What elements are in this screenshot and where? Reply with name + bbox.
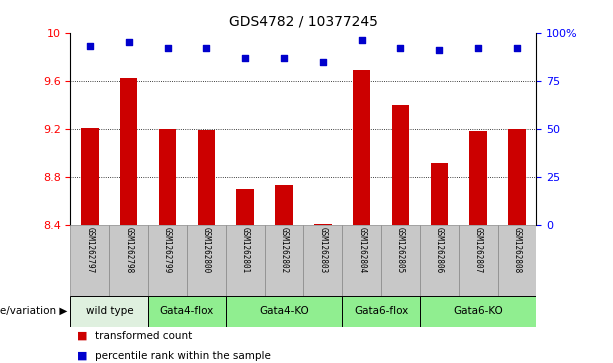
Bar — [314, 224, 332, 225]
Bar — [226, 296, 342, 327]
Point — [473, 45, 483, 51]
Text: Gata4-KO: Gata4-KO — [259, 306, 309, 316]
Bar — [508, 129, 526, 225]
Bar — [70, 225, 109, 296]
Point — [357, 37, 367, 43]
Text: Gata6-flox: Gata6-flox — [354, 306, 408, 316]
Point — [318, 58, 328, 64]
Point — [240, 55, 250, 61]
Text: GSM1262802: GSM1262802 — [280, 227, 289, 273]
Bar — [159, 129, 177, 225]
Text: GSM1262807: GSM1262807 — [474, 227, 482, 273]
Text: GSM1262799: GSM1262799 — [163, 227, 172, 273]
Point — [279, 55, 289, 61]
Text: ■: ■ — [77, 331, 87, 341]
Bar — [342, 225, 381, 296]
Bar — [148, 225, 187, 296]
Bar — [109, 225, 148, 296]
Bar — [498, 225, 536, 296]
Bar — [470, 131, 487, 225]
Point — [162, 45, 172, 51]
Bar — [275, 185, 293, 225]
Text: GSM1262804: GSM1262804 — [357, 227, 366, 273]
Bar — [226, 225, 265, 296]
Point — [124, 39, 134, 45]
Bar — [420, 296, 536, 327]
Text: GSM1262797: GSM1262797 — [85, 227, 94, 273]
Text: GSM1262801: GSM1262801 — [241, 227, 249, 273]
Text: wild type: wild type — [85, 306, 133, 316]
Text: ■: ■ — [77, 351, 87, 361]
Point — [435, 47, 444, 53]
Bar — [148, 296, 226, 327]
Bar — [353, 70, 370, 225]
Text: GSM1262800: GSM1262800 — [202, 227, 211, 273]
Text: Gata6-KO: Gata6-KO — [453, 306, 503, 316]
Bar — [342, 296, 420, 327]
Bar — [303, 225, 342, 296]
Bar — [81, 128, 99, 225]
Bar — [265, 225, 303, 296]
Point — [85, 43, 95, 49]
Text: GSM1262803: GSM1262803 — [318, 227, 327, 273]
Title: GDS4782 / 10377245: GDS4782 / 10377245 — [229, 15, 378, 29]
Text: genotype/variation ▶: genotype/variation ▶ — [0, 306, 67, 316]
Bar — [237, 189, 254, 225]
Bar — [187, 225, 226, 296]
Point — [202, 45, 211, 51]
Bar — [70, 296, 148, 327]
Text: transformed count: transformed count — [95, 331, 192, 341]
Point — [395, 45, 405, 51]
Bar — [120, 78, 137, 225]
Point — [512, 45, 522, 51]
Text: GSM1262798: GSM1262798 — [124, 227, 133, 273]
Bar — [459, 225, 498, 296]
Text: GSM1262805: GSM1262805 — [396, 227, 405, 273]
Bar — [197, 130, 215, 225]
Bar — [420, 225, 459, 296]
Text: GSM1262806: GSM1262806 — [435, 227, 444, 273]
Bar — [381, 225, 420, 296]
Bar — [392, 105, 409, 225]
Bar — [430, 163, 448, 225]
Text: percentile rank within the sample: percentile rank within the sample — [95, 351, 271, 361]
Text: Gata4-flox: Gata4-flox — [160, 306, 214, 316]
Text: GSM1262808: GSM1262808 — [512, 227, 522, 273]
